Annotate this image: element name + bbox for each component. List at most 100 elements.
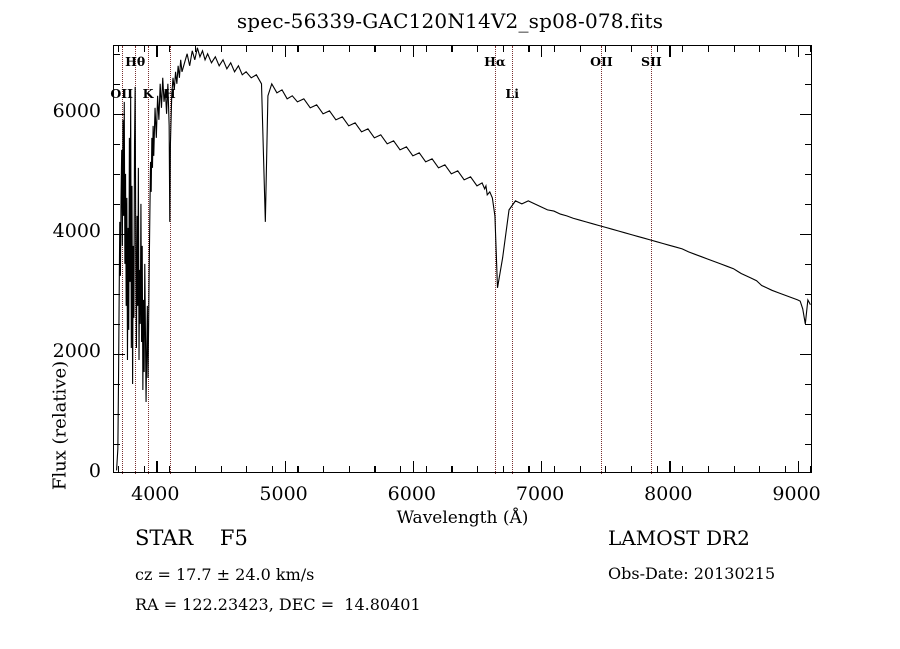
minor-tick-y <box>114 444 120 446</box>
marker-line-halpha <box>494 46 496 474</box>
major-tick-x <box>669 46 671 57</box>
marker-label-oii: OII <box>110 86 133 101</box>
obs-date: Obs-Date: 20130215 <box>608 564 776 583</box>
minor-tick-x <box>323 466 325 472</box>
x-tick-label: 6000 <box>387 483 437 505</box>
marker-label-h9: Hθ <box>125 54 146 69</box>
line-markers: OII Hθ K H Hα Li OII SII <box>110 46 811 474</box>
footer-left: STAR F5 cz = 17.7 ± 24.0 km/s RA = 122.2… <box>135 526 421 615</box>
minor-tick-y <box>114 143 120 146</box>
minor-tick-x <box>528 46 530 52</box>
minor-tick-y <box>805 203 811 206</box>
marker-label-halpha: Hα <box>484 54 506 69</box>
marker-line-k <box>148 46 149 474</box>
minor-tick-x <box>733 466 735 472</box>
minor-tick-x <box>707 466 710 472</box>
y-tick-label: 2000 <box>52 339 101 362</box>
minor-tick-x <box>605 466 607 472</box>
major-tick-x <box>412 46 415 57</box>
spectrum-plot: OII Hθ K H Hα Li OII SII <box>110 45 812 474</box>
marker-label-k: K <box>142 86 154 101</box>
minor-tick-y <box>805 444 811 446</box>
y-axis-title: Flux (relative) <box>49 360 71 491</box>
major-tick-y <box>800 113 811 116</box>
minor-tick-x <box>502 466 504 472</box>
minor-tick-x <box>630 466 633 472</box>
major-tick-x <box>284 46 286 57</box>
minor-tick-x <box>220 466 222 472</box>
minor-tick-x <box>117 46 120 52</box>
minor-tick-y <box>805 384 811 386</box>
marker-label-li: Li <box>505 86 519 101</box>
minor-tick-y <box>114 384 120 386</box>
y-tick-label: 6000 <box>52 99 101 122</box>
minor-tick-x <box>323 46 325 52</box>
minor-tick-x <box>630 46 633 52</box>
page-title: spec-56339-GAC120N14V2_sp08-078.fits <box>236 9 664 33</box>
minor-tick-y <box>805 323 811 326</box>
minor-tick-y <box>114 414 120 416</box>
minor-tick-x <box>220 46 222 52</box>
minor-tick-x <box>451 466 453 472</box>
major-tick-x <box>412 461 415 472</box>
minor-tick-y <box>805 263 811 266</box>
major-tick-x <box>797 461 799 472</box>
minor-tick-x <box>425 466 427 472</box>
minor-tick-x <box>784 466 787 472</box>
minor-tick-y <box>114 293 120 296</box>
major-tick-y <box>800 233 811 236</box>
major-tick-x <box>284 461 286 472</box>
minor-tick-x <box>143 46 145 52</box>
object-class: STAR F5 <box>135 526 248 550</box>
y-tick-label: 0 <box>88 460 101 482</box>
minor-tick-x <box>707 46 710 52</box>
minor-tick-y <box>114 53 120 56</box>
minor-tick-x <box>733 46 735 52</box>
y-axis-title-wrap: Flux (relative) <box>18 160 71 490</box>
major-tick-y <box>114 113 125 116</box>
minor-tick-y <box>114 83 120 86</box>
minor-tick-x <box>477 466 479 472</box>
minor-tick-x <box>143 466 145 472</box>
minor-tick-x <box>194 466 197 472</box>
spectrum-curve <box>116 47 811 471</box>
major-tick-x <box>156 461 158 472</box>
minor-tick-x <box>297 466 299 472</box>
minor-tick-x <box>451 46 453 52</box>
major-tick-y <box>114 353 125 356</box>
minor-tick-y <box>805 83 811 86</box>
marker-line-sii <box>651 46 653 474</box>
minor-tick-x <box>784 46 787 52</box>
marker-line-oii <box>121 46 123 474</box>
minor-tick-x <box>682 466 684 472</box>
y-tick-label: 4000 <box>52 219 101 242</box>
x-tick-label: 4000 <box>131 483 180 505</box>
minor-tick-x <box>374 46 376 52</box>
marker-line-h <box>169 46 171 474</box>
minor-tick-x <box>502 46 504 52</box>
major-tick-y <box>800 353 811 356</box>
minor-tick-y <box>114 263 120 266</box>
major-tick-x <box>669 461 671 472</box>
minor-tick-x <box>477 46 479 52</box>
marker-label-sii: SII <box>641 54 662 69</box>
coordinates: RA = 122.23423, DEC = 14.80401 <box>135 595 421 614</box>
minor-tick-x <box>656 46 658 52</box>
minor-tick-y <box>114 203 120 206</box>
minor-tick-x <box>682 46 684 52</box>
marker-label-h: H <box>163 86 176 101</box>
minor-tick-y <box>805 293 811 296</box>
major-tick-x <box>797 46 799 57</box>
minor-tick-x <box>528 466 530 472</box>
major-tick-x <box>541 461 543 472</box>
survey-name: LAMOST DR2 <box>608 526 750 550</box>
minor-tick-x <box>400 466 402 472</box>
x-tick-label: 9000 <box>772 483 821 505</box>
minor-tick-y <box>805 143 811 146</box>
x-tick-label: 7000 <box>515 483 565 505</box>
marker-label-oii2: OII <box>590 54 613 69</box>
major-tick-x <box>541 46 543 57</box>
minor-tick-x <box>297 46 299 52</box>
major-tick-x <box>156 46 158 57</box>
minor-tick-x <box>810 466 812 472</box>
